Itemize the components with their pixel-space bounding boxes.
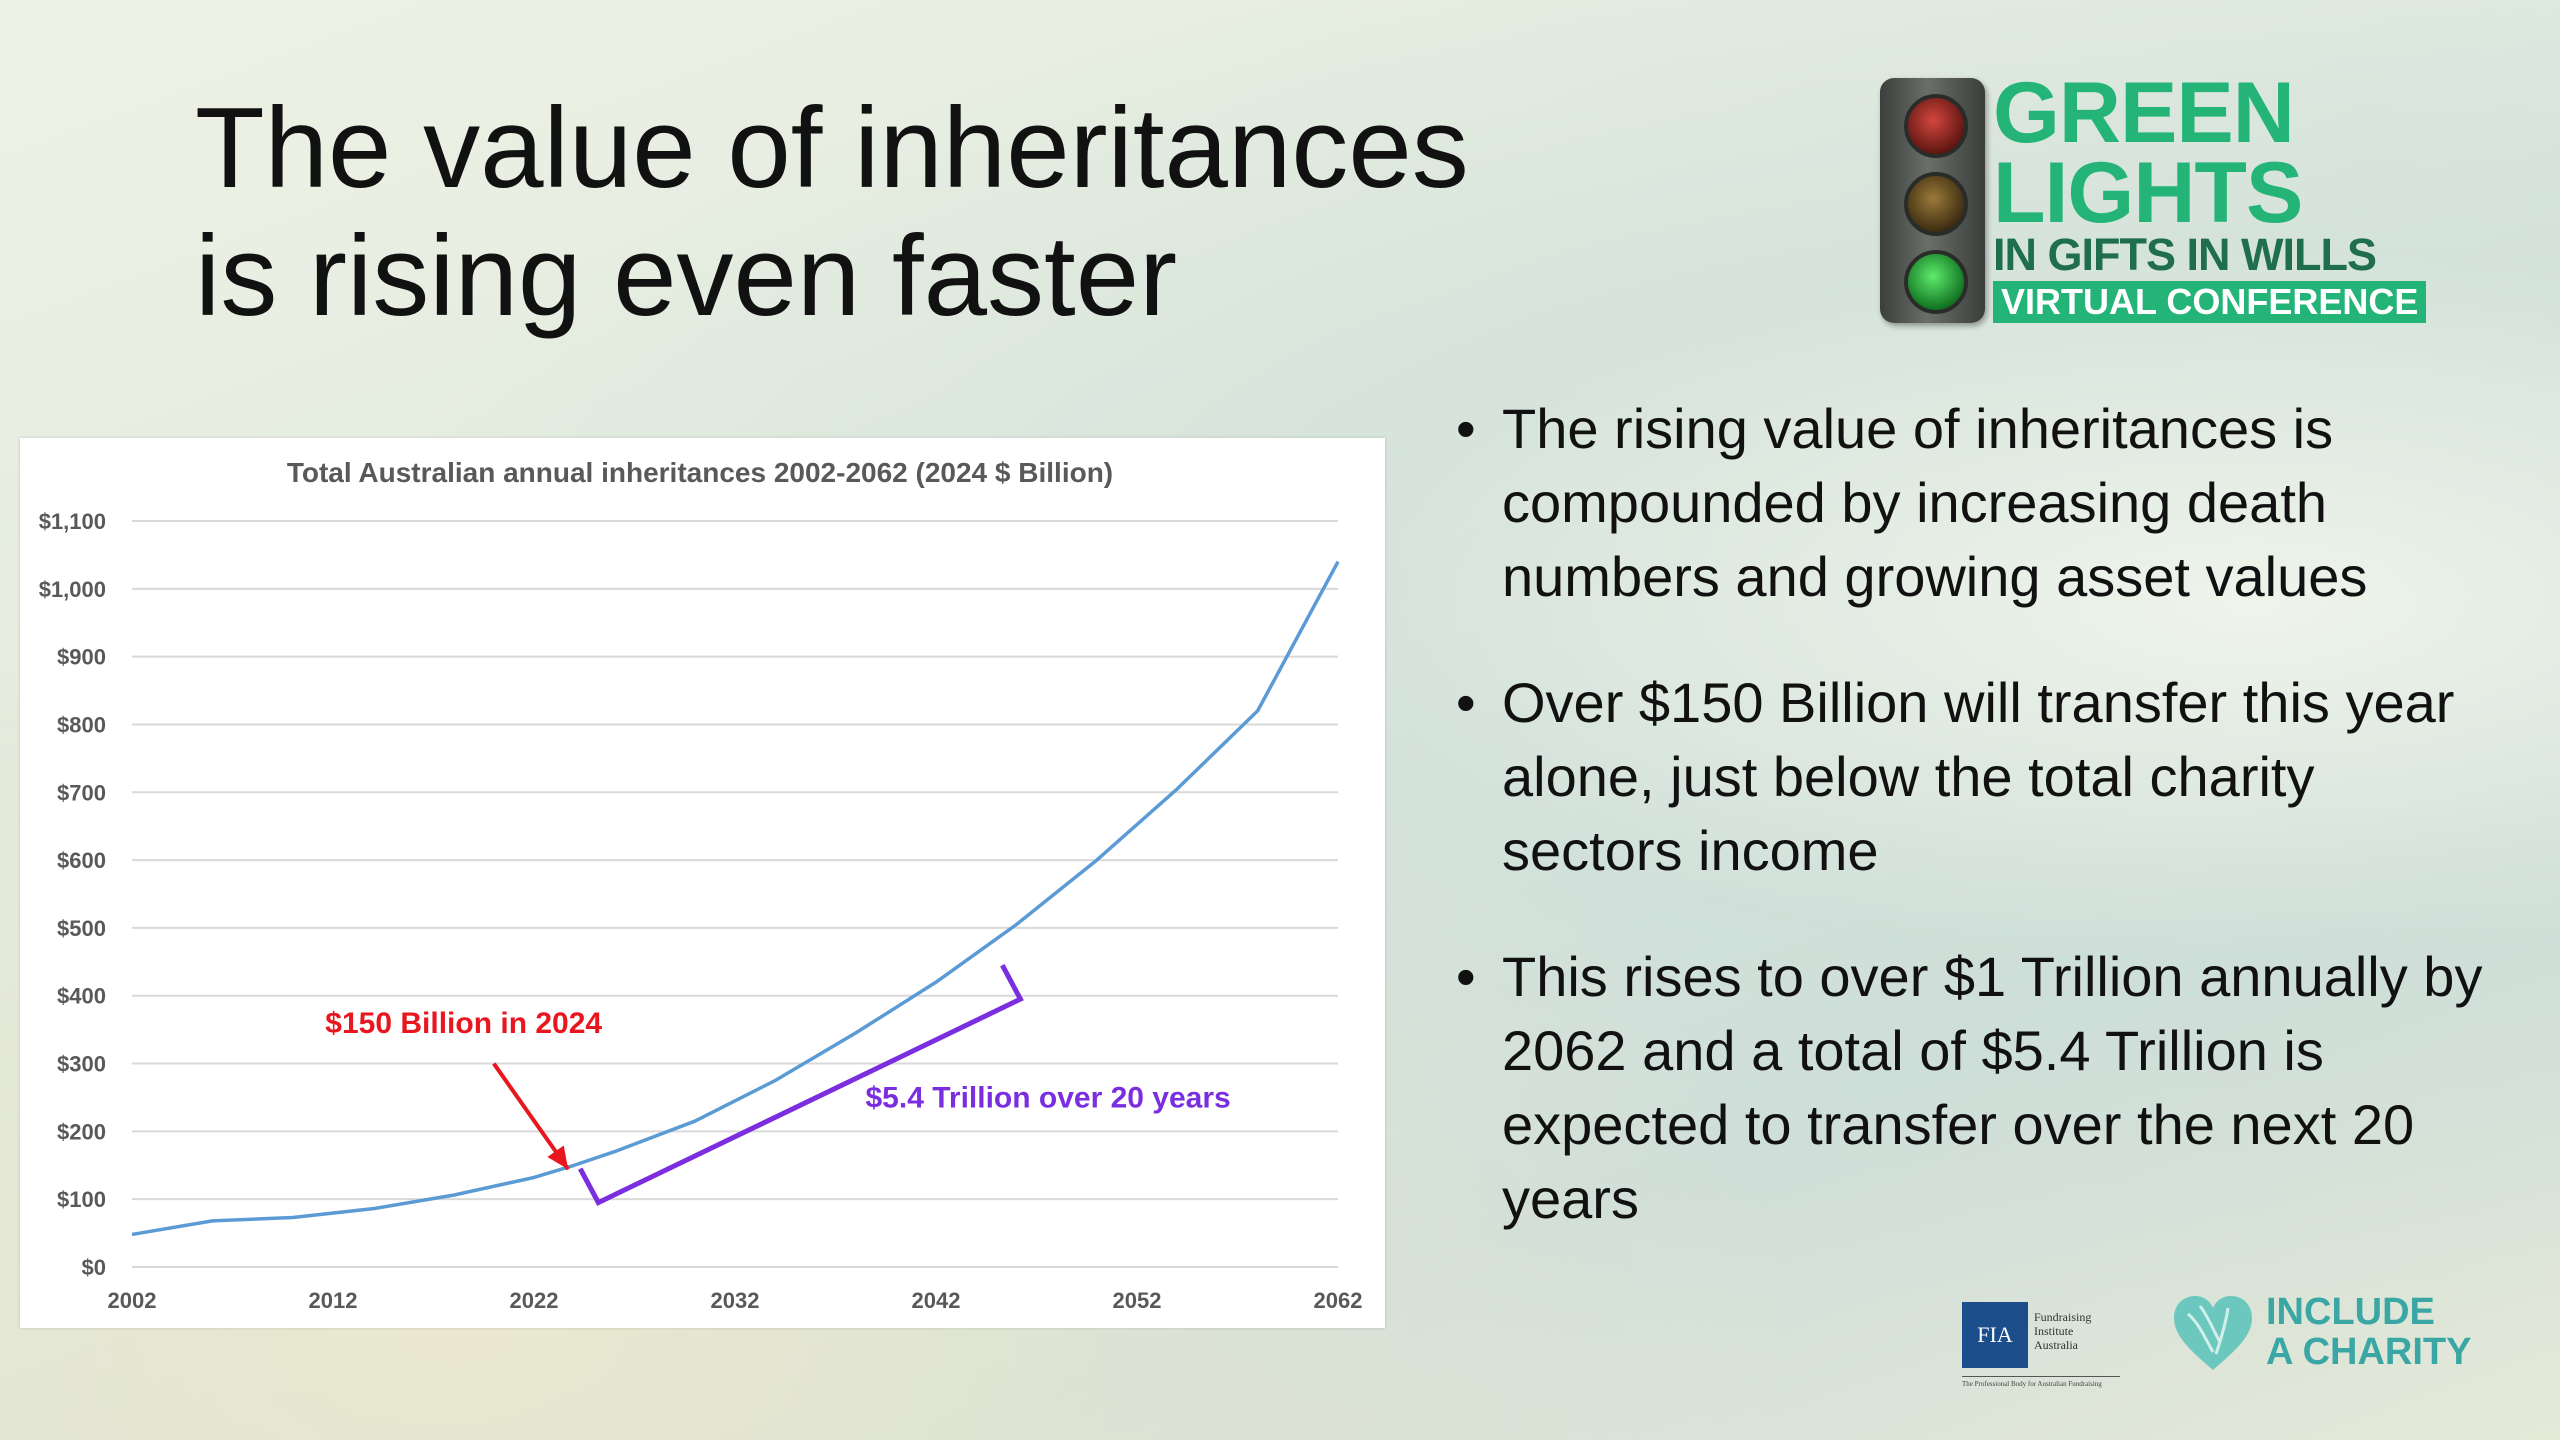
- annotation-bracket: [578, 964, 1024, 1206]
- fia-divider: [1962, 1376, 2120, 1377]
- y-tick-label: $400: [57, 984, 106, 1009]
- title-line-2: is rising even faster: [195, 213, 1178, 340]
- include-a-charity-logo: INCLUDE A CHARITY: [2170, 1288, 2510, 1388]
- bullet-item: • Over $150 Billion will transfer this y…: [1450, 666, 2510, 888]
- charity-line-2: A CHARITY: [2266, 1331, 2472, 1373]
- y-tick-label: $300: [57, 1052, 106, 1077]
- y-tick-label: $1,000: [39, 577, 106, 602]
- y-tick-label: $700: [57, 780, 106, 805]
- y-tick-label: $500: [57, 916, 106, 941]
- green-lights-logo: GREEN LIGHTS IN GIFTS IN WILLS VIRTUAL C…: [1880, 70, 2490, 328]
- amber-lamp-icon: [1904, 172, 1968, 236]
- x-tick-label: 2012: [309, 1288, 358, 1313]
- bullet-text-2: Over $150 Billion will transfer this yea…: [1502, 671, 2455, 882]
- fia-name: Fundraising Institute Australia: [2034, 1310, 2092, 1352]
- annotation-arrowhead: [547, 1145, 569, 1170]
- chart-title: Total Australian annual inheritances 200…: [287, 457, 1113, 488]
- title-line-1: The value of inheritances: [195, 85, 1469, 212]
- x-tick-label: 2022: [510, 1288, 559, 1313]
- inheritance-chart: Total Australian annual inheritances 200…: [20, 438, 1385, 1328]
- y-tick-label: $0: [82, 1255, 106, 1280]
- bullet-text-3: This rises to over $1 Trillion annually …: [1502, 945, 2483, 1230]
- y-tick-label: $800: [57, 712, 106, 737]
- x-tick-label: 2052: [1113, 1288, 1162, 1313]
- series-line: [131, 560, 1340, 1237]
- bullet-marker: •: [1456, 945, 1476, 1008]
- logo-gifts-in-wills: IN GIFTS IN WILLS: [1993, 229, 2377, 280]
- slide-title: The value of inheritances is rising even…: [195, 85, 1495, 341]
- fia-tagline: The Professional Body for Australian Fun…: [1962, 1380, 2102, 1388]
- bullet-item: • This rises to over $1 Trillion annuall…: [1450, 940, 2510, 1236]
- y-tick-label: $1,100: [39, 509, 106, 534]
- bullet-list: • The rising value of inheritances is co…: [1450, 392, 2510, 1288]
- traffic-light-icon: [1880, 78, 1985, 323]
- charity-line-1: INCLUDE: [2266, 1291, 2435, 1333]
- annotation-5-4-trillion: $5.4 Trillion over 20 years: [866, 1082, 1231, 1115]
- bullet-marker: •: [1456, 397, 1476, 460]
- bullet-marker: •: [1456, 671, 1476, 734]
- logo-word-lights: LIGHTS: [1993, 145, 2303, 241]
- y-tick-label: $600: [57, 848, 106, 873]
- logo-word-green: GREEN: [1993, 65, 2295, 161]
- red-lamp-icon: [1904, 94, 1968, 158]
- y-tick-label: $200: [57, 1119, 106, 1144]
- heart-icon: [2174, 1296, 2252, 1370]
- x-tick-label: 2062: [1314, 1288, 1363, 1313]
- fia-logo: FIA Fundraising Institute Australia The …: [1962, 1302, 2122, 1392]
- x-tick-label: 2002: [108, 1288, 157, 1313]
- x-tick-label: 2032: [711, 1288, 760, 1313]
- y-tick-label: $100: [57, 1187, 106, 1212]
- y-tick-label: $900: [57, 645, 106, 670]
- annotation-150-billion: $150 Billion in 2024: [325, 1007, 602, 1040]
- x-tick-label: 2042: [912, 1288, 961, 1313]
- bullet-item: • The rising value of inheritances is co…: [1450, 392, 2510, 614]
- chart-canvas: Total Australian annual inheritances 200…: [39, 457, 1363, 1313]
- green-lamp-icon: [1904, 250, 1968, 314]
- bullet-text-1: The rising value of inheritances is comp…: [1502, 397, 2368, 608]
- fia-mark: FIA: [1962, 1302, 2028, 1368]
- logo-virtual-conference: VIRTUAL CONFERENCE: [1993, 281, 2427, 323]
